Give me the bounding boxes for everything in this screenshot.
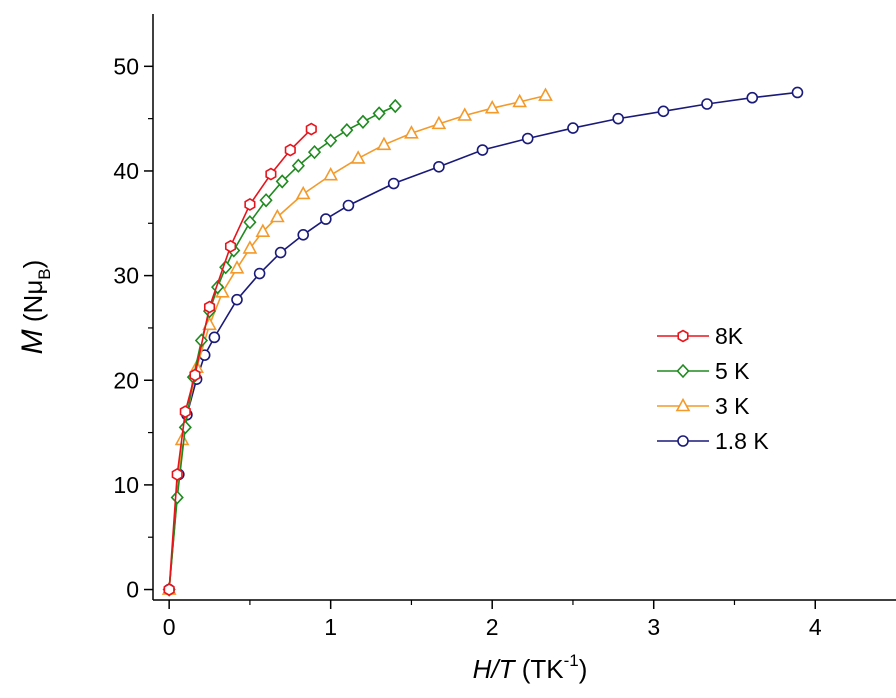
data-point-3-k <box>457 107 473 121</box>
x-axis-title: H/T (TK-1) <box>473 651 588 684</box>
plot-frame <box>152 14 896 601</box>
legend-label: 1.8 K <box>715 428 769 454</box>
data-point-8k <box>265 167 277 181</box>
axis-ticks <box>144 65 816 609</box>
data-point-5-k <box>340 122 354 138</box>
y-tick-label: 50 <box>113 53 139 79</box>
data-point-3-k <box>512 93 528 108</box>
data-point-1-8-k <box>476 144 489 156</box>
data-point-3-k <box>350 150 366 164</box>
data-point-5-k <box>178 420 192 435</box>
y-axis-title-var: M <box>16 329 49 354</box>
data-point-5-k <box>388 98 402 114</box>
legend-swatch-marker <box>677 435 689 447</box>
data-point-3-k <box>538 87 553 101</box>
x-axis-title-close: ) <box>579 654 588 684</box>
data-point-1-8-k <box>231 293 243 306</box>
data-point-3-k <box>255 223 271 237</box>
data-point-1-8-k <box>701 98 713 110</box>
data-point-8k <box>179 405 191 419</box>
data-point-5-k <box>372 106 386 121</box>
series-3-k <box>161 87 553 595</box>
y-axis-title: M (NμB) <box>16 260 54 355</box>
series-line-8k <box>168 128 312 590</box>
y-tick-label: 20 <box>113 367 139 393</box>
data-point-8k <box>203 300 216 314</box>
data-point-8k <box>224 239 237 253</box>
data-point-8k <box>163 583 175 596</box>
y-tick-label: 40 <box>113 158 139 184</box>
data-point-1-8-k <box>657 105 670 118</box>
data-point-5-k <box>243 215 257 230</box>
x-tick-label: 0 <box>163 614 176 640</box>
y-axis-title-close: ) <box>18 260 48 269</box>
legend-label: 3 K <box>715 393 750 419</box>
data-point-1-8-k <box>612 112 624 125</box>
data-point-8k <box>171 468 183 481</box>
data-point-3-k <box>270 208 285 223</box>
legend-item-5-k: 5 K <box>657 358 750 384</box>
series-line-1-8-k <box>168 91 798 590</box>
data-point-5-k <box>275 174 289 189</box>
data-point-3-k <box>229 260 245 274</box>
x-axis-title-sup: -1 <box>564 651 579 670</box>
x-tick-label: 2 <box>486 614 499 640</box>
legend-swatch-marker <box>675 397 691 412</box>
data-point-3-k <box>484 100 500 114</box>
data-point-1-8-k <box>791 86 804 99</box>
data-point-1-8-k <box>320 213 332 225</box>
y-tick-label: 0 <box>126 577 139 603</box>
data-point-5-k <box>259 193 273 208</box>
y-tick-label: 30 <box>113 263 139 289</box>
data-point-1-8-k <box>274 246 287 259</box>
data-point-3-k <box>295 185 311 200</box>
data-point-5-k <box>307 144 322 160</box>
legend: 8K 5 K 3 K 1.8 K <box>657 323 769 454</box>
data-point-1-8-k <box>208 331 221 344</box>
data-point-3-k <box>323 166 339 181</box>
data-point-8k <box>284 143 296 157</box>
data-point-5-k <box>324 133 338 148</box>
x-tick-label: 4 <box>809 614 822 640</box>
legend-label: 5 K <box>715 358 750 384</box>
x-axis-title-unit: (TK <box>514 654 564 684</box>
legend-item-8k: 8K <box>657 323 744 349</box>
data-point-1-8-k <box>521 132 534 145</box>
data-point-1-8-k <box>297 228 310 241</box>
data-point-1-8-k <box>387 177 400 190</box>
x-tick-label: 1 <box>324 614 337 640</box>
y-tick-label: 10 <box>113 472 139 498</box>
data-point-1-8-k <box>253 267 266 280</box>
y-axis-title-sub: B <box>35 268 54 279</box>
data-point-1-8-k <box>342 199 355 212</box>
series-line-3-k <box>168 94 546 590</box>
x-axis-title-var: H/T <box>473 654 517 684</box>
data-point-8k <box>244 198 256 211</box>
data-point-1-8-k <box>567 122 579 134</box>
legend-swatch-marker <box>676 363 690 379</box>
data-point-3-k <box>376 136 392 151</box>
data-point-5-k <box>291 158 305 173</box>
legend-swatch-marker <box>677 329 689 343</box>
y-axis-title-unit: (Nμ <box>18 280 48 330</box>
data-point-8k <box>189 368 201 382</box>
legend-item-3-k: 3 K <box>657 393 750 419</box>
data-point-1-8-k <box>746 91 759 104</box>
series-1-8-k <box>163 86 804 596</box>
data-point-5-k <box>170 490 184 505</box>
series-8k <box>163 122 317 596</box>
legend-item-1-8-k: 1.8 K <box>657 428 769 454</box>
data-point-3-k <box>404 125 419 139</box>
data-point-3-k <box>242 240 258 254</box>
data-point-1-8-k <box>433 160 445 173</box>
data-point-8k <box>305 122 317 136</box>
series-layer <box>161 86 804 597</box>
data-point-3-k <box>431 115 447 130</box>
x-tick-label: 3 <box>647 614 660 640</box>
series-5-k <box>162 98 402 597</box>
legend-label: 8K <box>715 323 744 349</box>
data-point-5-k <box>356 114 370 129</box>
